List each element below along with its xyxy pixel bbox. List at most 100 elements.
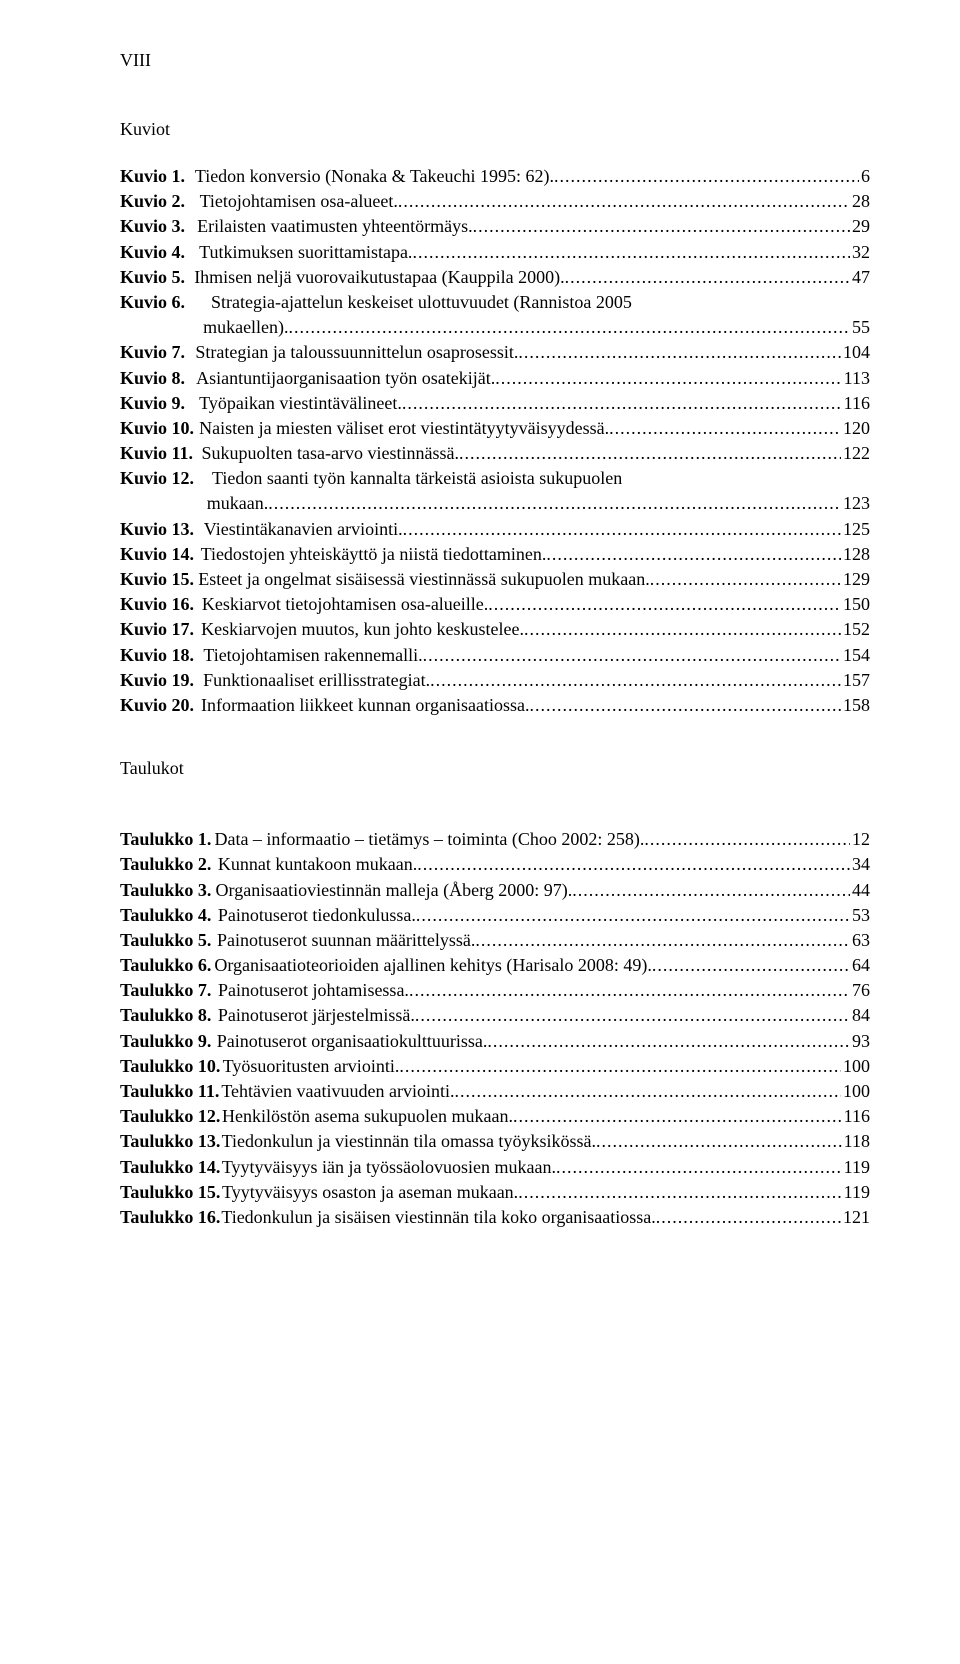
toc-dots: ........................................… (417, 852, 850, 877)
toc-dots: ........................................… (412, 240, 850, 265)
toc-label: Kuvio 20. (120, 693, 194, 718)
toc-dots: ........................................… (530, 693, 841, 718)
toc-dots: ........................................… (524, 617, 841, 642)
toc-dots: ........................................… (430, 668, 841, 693)
toc-page: 100 (841, 1054, 870, 1079)
toc-line: Kuvio 9.Työpaikan viestintävälineet.....… (120, 391, 870, 416)
toc-line-continuation: Kuvio 12.mukaan. .......................… (120, 491, 870, 516)
toc-line: Taulukko 16.Tiedonkulun ja sisäisen vies… (120, 1205, 870, 1230)
toc-text: Tiedostojen yhteiskäyttö ja niistä tiedo… (201, 542, 547, 567)
toc-label: Kuvio 3. (120, 214, 185, 239)
toc-text: Informaation liikkeet kunnan organisaati… (201, 693, 530, 718)
toc-label: Taulukko 14. (120, 1155, 220, 1180)
taulukot-heading: Taulukot (120, 758, 870, 779)
toc-line: Taulukko 9.Painotuserot organisaatiokult… (120, 1029, 870, 1054)
toc-dots: ........................................… (572, 878, 850, 903)
toc-line: Kuvio 20. Informaation liikkeet kunnan or… (120, 693, 870, 718)
toc-line: Kuvio 17.Keskiarvojen muutos, kun johto … (120, 617, 870, 642)
toc-dots: ........................................… (409, 978, 850, 1003)
toc-text: Painotuserot johtamisessa. (218, 978, 409, 1003)
toc-text: Sukupuolten tasa-arvo viestinnässä. (202, 441, 459, 466)
toc-dots: ........................................… (596, 1129, 842, 1154)
toc-page: 157 (841, 668, 870, 693)
heading-spacer (120, 803, 870, 827)
kuviot-list: Kuvio 1. Tiedon konversio (Nonaka & Takeu… (120, 164, 870, 718)
toc-line: Kuvio 11. Sukupuolten tasa-arvo viestinnä… (120, 441, 870, 466)
toc-label: Taulukko 9. (120, 1029, 211, 1054)
toc-page: 154 (841, 643, 870, 668)
toc-line: Taulukko 13.Tiedonkulun ja viestinnän ti… (120, 1129, 870, 1154)
toc-line: Kuvio 18.Tietojohtamisen rakennemalli...… (120, 643, 870, 668)
toc-dots: ........................................… (399, 1054, 841, 1079)
toc-dots: ........................................… (556, 1155, 842, 1180)
toc-line: Kuvio 16.Keskiarvot tietojohtamisen osa-… (120, 592, 870, 617)
toc-text: Työpaikan viestintävälineet. (199, 391, 402, 416)
toc-page: 121 (841, 1205, 870, 1230)
toc-label: Kuvio 11. (120, 441, 193, 466)
toc-dots: ........................................… (268, 491, 841, 516)
toc-label: Kuvio 12. (120, 466, 194, 491)
toc-label: Taulukko 7. (120, 978, 211, 1003)
toc-text: Strategia-ajattelun keskeiset ulottuvuud… (211, 290, 632, 315)
toc-page: 104 (841, 340, 870, 365)
toc-dots: ........................................… (650, 567, 841, 592)
toc-text: Organisaatioteorioiden ajallinen kehitys… (214, 953, 652, 978)
toc-label: Taulukko 13. (120, 1129, 220, 1154)
toc-text: Tietojohtamisen rakennemalli. (203, 643, 422, 668)
toc-label: Kuvio 13. (120, 517, 194, 542)
toc-text: Tiedon konversio (Nonaka & Takeuchi 1995… (195, 164, 554, 189)
toc-page: 125 (841, 517, 870, 542)
toc-page: 116 (842, 1104, 870, 1129)
toc-dots: ........................................… (518, 340, 841, 365)
toc-text: Naisten ja miesten väliset erot viestint… (199, 416, 609, 441)
toc-line: Kuvio 2.Tietojohtamisen osa-alueet......… (120, 189, 870, 214)
toc-text: Data – informaatio – tietämys – toiminta… (214, 827, 644, 852)
toc-page: 123 (841, 491, 870, 516)
toc-page: 119 (842, 1180, 870, 1205)
toc-label: Taulukko 8. (120, 1003, 211, 1028)
toc-line: Kuvio 12. Tiedon saanti työn kannalta tär… (120, 466, 870, 491)
toc-dots: ........................................… (416, 903, 850, 928)
toc-dots: ........................................… (403, 517, 841, 542)
toc-dots: ........................................… (495, 366, 841, 391)
toc-line: Kuvio 13.Viestintäkanavien arviointi....… (120, 517, 870, 542)
toc-line: Kuvio 5.Ihmisen neljä vuorovaikutustapaa… (120, 265, 870, 290)
toc-dots: ........................................… (454, 1079, 841, 1104)
toc-page: 53 (850, 903, 870, 928)
toc-label: Kuvio 6. (120, 290, 185, 315)
toc-text: Keskiarvojen muutos, kun johto keskustel… (201, 617, 524, 642)
toc-line: Taulukko 5.Painotuserot suunnan määritte… (120, 928, 870, 953)
toc-text: Tutkimuksen suorittamistapa. (199, 240, 412, 265)
toc-dots: ........................................… (398, 189, 850, 214)
toc-label: Taulukko 6. (120, 953, 211, 978)
toc-text: Tyytyväisyys osaston ja aseman mukaan. (222, 1180, 518, 1205)
toc-text: Tiedon saanti työn kannalta tärkeistä as… (212, 466, 622, 491)
toc-line: Taulukko 8.Painotuserot järjestelmissä..… (120, 1003, 870, 1028)
toc-page: 113 (842, 366, 870, 391)
toc-dots: ........................................… (459, 441, 841, 466)
toc-page: 129 (841, 567, 870, 592)
toc-page: 150 (841, 592, 870, 617)
toc-page: 64 (850, 953, 870, 978)
toc-line: Kuvio 7.Strategian ja taloussuunnittelun… (120, 340, 870, 365)
toc-line: Taulukko 11.Tehtävien vaativuuden arvioi… (120, 1079, 870, 1104)
toc-text: Organisaatioviestinnän malleja (Åberg 20… (216, 878, 573, 903)
toc-label: Kuvio 19. (120, 668, 194, 693)
toc-label: Kuvio 1. (120, 164, 185, 189)
toc-label: Kuvio 9. (120, 391, 185, 416)
toc-line: Kuvio 15.Esteet ja ongelmat sisäisessä v… (120, 567, 870, 592)
toc-page: 28 (850, 189, 870, 214)
toc-dots: ........................................… (518, 1180, 841, 1205)
toc-page: 76 (850, 978, 870, 1003)
toc-text: Kunnat kuntakoon mukaan. (218, 852, 417, 877)
toc-text: Ihmisen neljä vuorovaikutustapaa (Kauppi… (194, 265, 564, 290)
toc-label: Taulukko 10. (120, 1054, 220, 1079)
toc-line: Kuvio 6. Strategia-ajattelun keskeiset ul… (120, 290, 870, 315)
toc-text: Tyytyväisyys iän ja työssäolovuosien muk… (222, 1155, 556, 1180)
toc-page: 47 (850, 265, 870, 290)
toc-dots: ........................................… (554, 164, 859, 189)
toc-dots: ........................................… (475, 928, 850, 953)
toc-text: Keskiarvot tietojohtamisen osa-alueille. (202, 592, 488, 617)
toc-page: 12 (850, 827, 870, 852)
toc-page: 118 (842, 1129, 870, 1154)
